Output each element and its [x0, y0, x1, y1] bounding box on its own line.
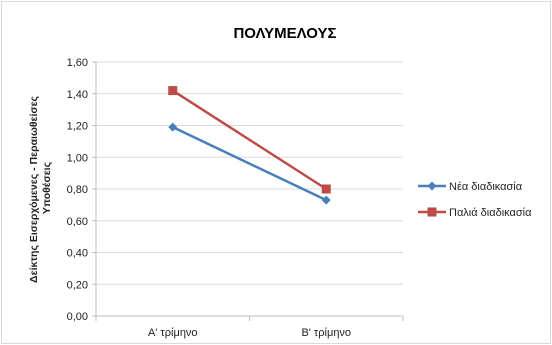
series-line	[172, 89, 327, 191]
x-axis-ticks: Α' τρίμηνο Β' τρίμηνο	[95, 316, 404, 339]
x-tick-label: Β' τρίμηνο	[301, 327, 351, 339]
legend-label: Παλιά διαδικασία	[449, 207, 532, 219]
y-tick-label: 0,60	[67, 216, 88, 228]
data-point	[321, 184, 331, 194]
y-axis-label-line-1: Δείκτης Εισερχόμενες - Περαιωθείσες	[28, 95, 40, 283]
y-tick-label: 0,00	[67, 311, 88, 323]
y-tick-label: 1,40	[67, 89, 88, 101]
chart-title: ΠΟΛΥΜΕΛΟΥΣ	[233, 25, 336, 42]
y-tick-label: 0,80	[67, 184, 88, 196]
y-axis-label-line-2: Υποθέσεις	[41, 161, 53, 214]
legend-item: Νέα διαδικασία	[418, 181, 523, 193]
y-tick-label: 1,20	[67, 121, 88, 133]
x-tick-label: Α' τρίμηνο	[148, 327, 198, 339]
y-tick-label: 1,60	[67, 57, 88, 69]
y-tick-label: 0,40	[67, 248, 88, 260]
y-axis-ticks: 0,00 0,20 0,40 0,60 0,80 1,00 1,20 1,40 1,60	[67, 57, 88, 323]
legend-label: Νέα διαδικασία	[449, 181, 523, 193]
data-point	[168, 86, 178, 96]
legend-marker	[427, 207, 437, 217]
series-line	[172, 125, 327, 202]
data-point	[321, 195, 331, 205]
y-tick-label: 1,00	[67, 152, 88, 164]
legend: Νέα διαδικασία Παλιά διαδικασία	[418, 181, 532, 219]
series-1	[168, 122, 331, 205]
series-group	[168, 86, 331, 205]
gridlines	[92, 61, 403, 317]
legend-item: Παλιά διαδικασία	[418, 207, 532, 219]
series-2	[168, 86, 331, 194]
y-axis-label: Δείκτης Εισερχόμενες - Περαιωθείσες Υποθ…	[28, 93, 53, 283]
y-tick-label: 0,20	[67, 279, 88, 291]
data-point	[168, 122, 178, 132]
legend-marker	[427, 181, 437, 191]
